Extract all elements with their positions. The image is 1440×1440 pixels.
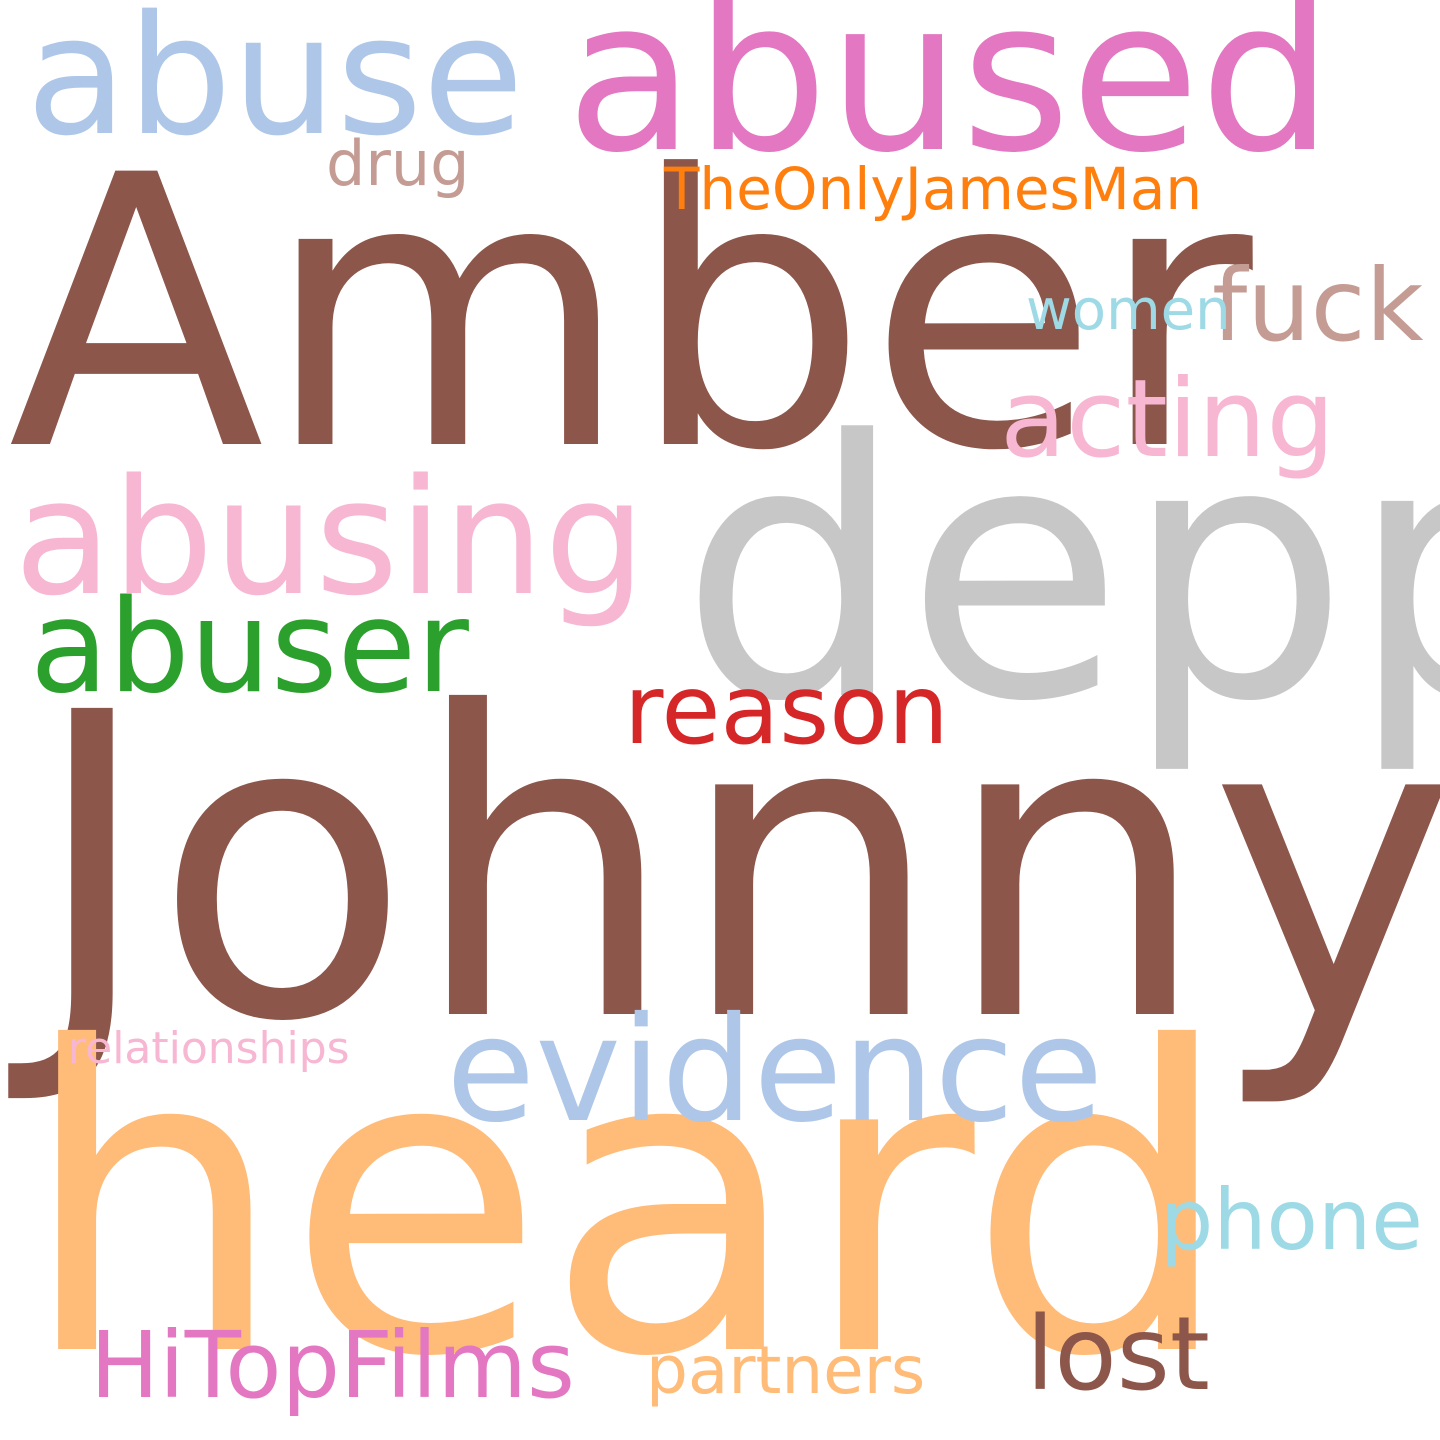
word-fuck: fuck xyxy=(1212,247,1424,364)
word-acting: acting xyxy=(1000,357,1335,482)
word-phone: phone xyxy=(1160,1171,1423,1269)
word-drug: drug xyxy=(326,127,470,200)
word-partners: partners xyxy=(646,1332,926,1409)
word-reason: reason xyxy=(624,654,949,766)
word-abuser: abuser xyxy=(30,573,469,722)
word-abused: abused xyxy=(566,0,1333,199)
word-lost: lost xyxy=(1026,1295,1210,1414)
word-hitopfilms: HiTopFilms xyxy=(90,1312,575,1419)
word-theonlyjamesman: TheOnlyJamesMan xyxy=(664,155,1203,223)
word-amber: Amber xyxy=(8,97,1253,533)
word-women: women xyxy=(1026,278,1231,343)
word-depp: depp xyxy=(680,365,1440,779)
word-johnny: Johnny xyxy=(30,625,1440,1114)
word-relationships: relationships xyxy=(68,1023,350,1074)
word-abuse: abuse xyxy=(26,0,524,172)
word-evidence: evidence xyxy=(446,986,1104,1155)
word-abusing: abusing xyxy=(14,444,646,631)
word-heard: heard xyxy=(20,960,1234,1440)
